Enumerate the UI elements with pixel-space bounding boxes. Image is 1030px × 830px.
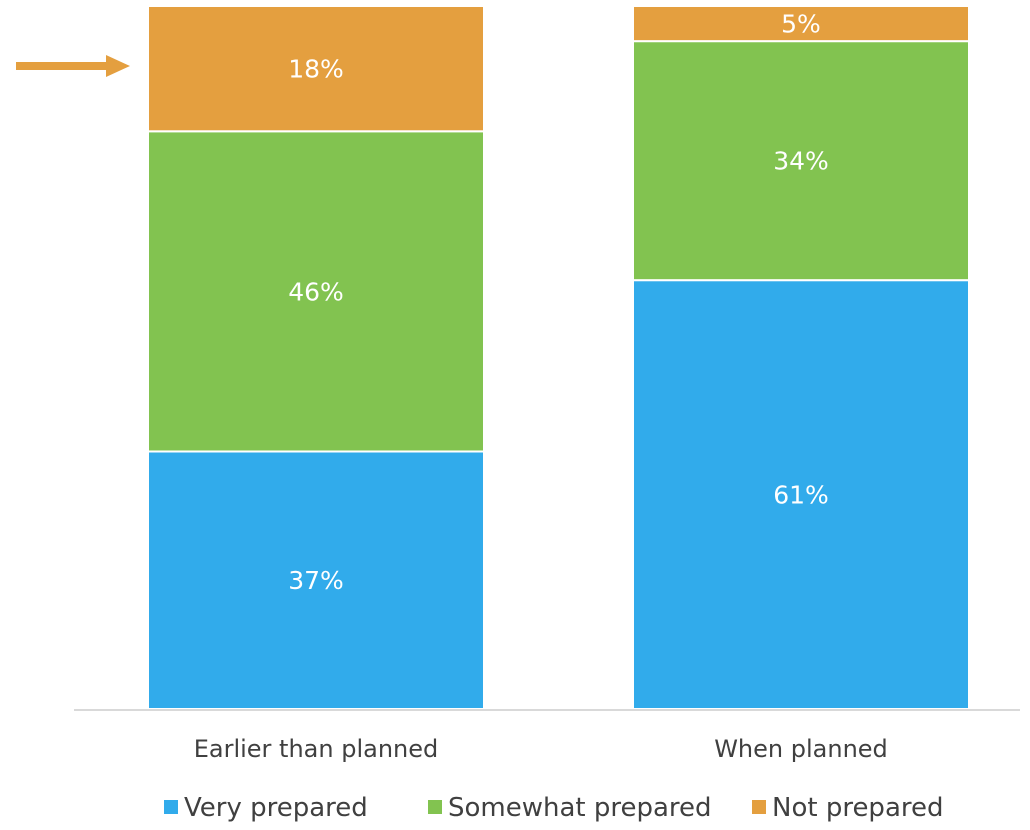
bar-not-prepared-when-planned [632, 5, 970, 43]
legend-swatch-very-prepared [164, 800, 178, 814]
bar-somewhat-prepared-when-planned [632, 40, 970, 282]
data-label-somewhat-prepared-when-planned: 34% [773, 147, 829, 176]
legend-swatch-somewhat-prepared [428, 800, 442, 814]
annotation-layer [16, 55, 130, 77]
legend-label-somewhat-prepared: Somewhat prepared [448, 793, 712, 823]
bar-very-prepared-when-planned [632, 279, 970, 710]
data-label-very-prepared-when-planned: 61% [773, 481, 829, 510]
legend-label-very-prepared: Very prepared [184, 793, 368, 823]
legend-label-not-prepared: Not prepared [772, 793, 944, 823]
category-label-earlier-than-planned: Earlier than planned [194, 735, 439, 763]
data-label-not-prepared-when-planned: 5% [781, 10, 821, 39]
legend: Very prepared Somewhat prepared Not prepar… [164, 793, 944, 823]
annotation-arrow-icon [106, 55, 130, 77]
bar-not-prepared-earlier-than-planned [147, 5, 485, 133]
legend-swatch-not-prepared [752, 800, 766, 814]
data-label-not-prepared-earlier-than-planned: 18% [288, 55, 344, 84]
data-label-very-prepared-earlier-than-planned: 37% [288, 566, 344, 595]
annotation-arrow-shaft [16, 62, 112, 70]
bar-somewhat-prepared-earlier-than-planned [147, 130, 485, 453]
data-label-somewhat-prepared-earlier-than-planned: 46% [288, 277, 344, 306]
category-label-when-planned: When planned [714, 735, 888, 763]
bars-group: 37% 46% 18% 61% 34% 5% [147, 5, 970, 710]
bar-very-prepared-earlier-than-planned [147, 450, 485, 710]
category-labels: Earlier than planned When planned [194, 735, 888, 763]
